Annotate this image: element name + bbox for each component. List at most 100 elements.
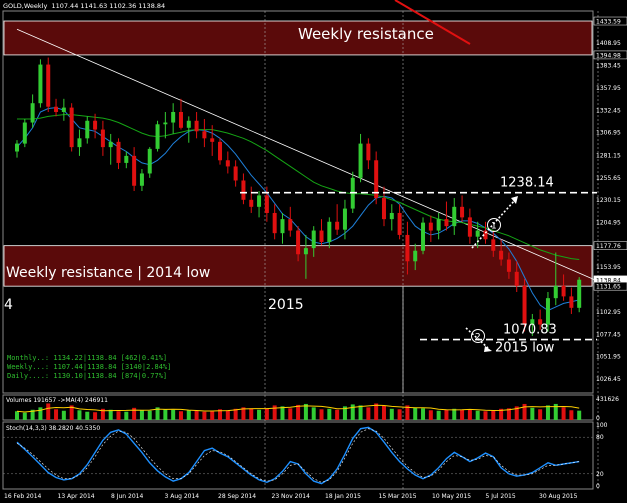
candle xyxy=(569,287,574,314)
candle-body xyxy=(178,111,183,128)
volume-bar xyxy=(522,403,527,420)
chart-title: GOLD,Weekly 1107.44 1141.63 1102.36 1138… xyxy=(3,2,165,10)
volume-bar xyxy=(381,405,386,420)
level-high-label: 1238.14 xyxy=(500,176,554,191)
candle xyxy=(397,204,402,240)
volume-bar xyxy=(358,405,363,420)
price-axis-label: 1306.95 xyxy=(596,130,621,137)
candle-body xyxy=(280,219,285,234)
candle xyxy=(288,206,293,237)
volume-bar xyxy=(147,410,152,420)
candle xyxy=(46,57,51,112)
price-axis-label: 1408.95 xyxy=(596,40,621,47)
candle-body xyxy=(577,279,582,308)
volume-bar xyxy=(428,410,433,420)
candle xyxy=(225,151,230,174)
volume-bar xyxy=(69,405,74,420)
level-low-label: 1070.83 xyxy=(503,323,557,338)
volume-bar xyxy=(132,407,137,420)
candle xyxy=(499,239,504,266)
volume-bar xyxy=(366,407,371,420)
volume-bar xyxy=(225,410,230,420)
candle xyxy=(444,201,449,231)
candle xyxy=(77,129,82,156)
price-axis-label: 1281.15 xyxy=(596,152,621,159)
volume-bar xyxy=(22,412,27,420)
candle xyxy=(54,98,59,117)
candle-body xyxy=(124,155,129,163)
price-tag xyxy=(593,281,627,291)
candle xyxy=(366,138,371,170)
candle-body xyxy=(61,107,66,112)
stoch-axis-label: 0 xyxy=(596,483,600,490)
volume-bar xyxy=(311,407,316,420)
candle xyxy=(241,173,246,205)
prev-year-label: 4 xyxy=(4,297,13,313)
volume-scale-top: 431626 xyxy=(596,396,619,403)
candle xyxy=(100,120,105,156)
volume-bar xyxy=(421,408,426,420)
candle xyxy=(506,252,511,279)
candle-body xyxy=(436,219,441,231)
volume-bar xyxy=(272,405,277,420)
candle xyxy=(15,140,19,158)
candle xyxy=(61,98,66,121)
candle-body xyxy=(514,271,519,286)
volume-bar xyxy=(296,404,301,420)
candle xyxy=(335,204,340,235)
low-year-label: 2015 low xyxy=(495,341,555,356)
candle-body xyxy=(108,141,113,148)
candle-body xyxy=(186,120,191,128)
volume-bar xyxy=(530,407,535,420)
price-axis-label: 1383.45 xyxy=(596,63,621,70)
symbol-label: GOLD,Weekly xyxy=(3,2,48,10)
volume-bar xyxy=(374,403,379,420)
candle-body xyxy=(444,219,449,227)
candle-body xyxy=(421,222,426,251)
candle xyxy=(38,59,43,108)
arrow-head-up xyxy=(511,196,518,204)
volume-bar xyxy=(163,409,168,420)
candle xyxy=(436,212,441,240)
candle-body xyxy=(38,64,43,104)
candle-body xyxy=(545,298,550,325)
volume-bar xyxy=(538,409,543,420)
candle-body xyxy=(77,138,82,148)
price-tag xyxy=(593,241,627,250)
candle-body xyxy=(342,208,347,230)
candle-body xyxy=(311,230,316,249)
candle xyxy=(147,147,152,178)
time-axis-label: 8 Jun 2014 xyxy=(111,493,143,500)
year-label: 2015 xyxy=(268,297,304,313)
candle xyxy=(178,98,183,130)
candle xyxy=(69,103,74,152)
candle xyxy=(303,234,308,279)
candle xyxy=(124,151,129,169)
candle-body xyxy=(15,143,19,152)
volume-bar xyxy=(491,410,496,420)
candle-body xyxy=(100,129,105,148)
volume-bar xyxy=(506,408,511,420)
candle xyxy=(116,138,121,170)
time-axis-label: 13 Apr 2014 xyxy=(58,493,95,500)
candle-body xyxy=(374,160,379,199)
price-axis-label: 1138.84 xyxy=(596,277,621,284)
price-axis-label: 1026.45 xyxy=(596,376,621,383)
stoch-axis-label: 100 xyxy=(596,422,608,429)
price-axis-label: 1433.59 xyxy=(596,19,621,26)
candle xyxy=(561,274,566,301)
candle xyxy=(538,309,543,330)
time-axis-label: 15 Mar 2015 xyxy=(379,493,417,500)
volume-bar xyxy=(233,408,238,420)
candle-body xyxy=(218,141,223,161)
candle-body xyxy=(452,206,457,227)
candle-body xyxy=(249,199,254,207)
volume-bar xyxy=(545,405,550,420)
candle-body xyxy=(296,230,301,255)
top-red-line xyxy=(394,0,471,45)
candle xyxy=(460,195,465,222)
candles-group xyxy=(15,57,582,336)
time-axis-label: 18 Jan 2015 xyxy=(325,493,361,500)
